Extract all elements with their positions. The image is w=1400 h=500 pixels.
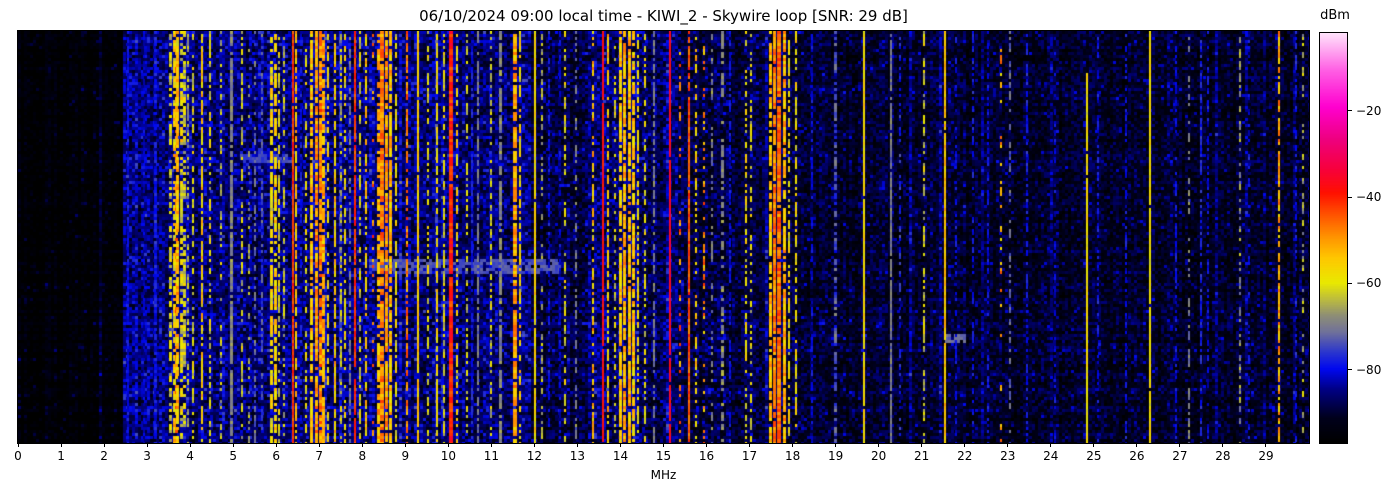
spectrogram-plot-area <box>17 30 1310 444</box>
x-tick-mark <box>1093 443 1095 447</box>
x-tick-label: 22 <box>957 449 973 463</box>
x-tick-label: 2 <box>100 449 108 463</box>
x-tick-label: 21 <box>914 449 930 463</box>
x-tick-mark <box>103 443 105 447</box>
x-tick-mark <box>1050 443 1052 447</box>
x-tick-mark <box>146 443 148 447</box>
x-tick-mark <box>1136 443 1138 447</box>
x-tick-mark <box>964 443 966 447</box>
x-tick-mark <box>835 443 837 447</box>
x-tick-mark <box>576 443 578 447</box>
x-tick-mark <box>792 443 794 447</box>
colorbar-unit-label: dBm <box>1320 8 1350 23</box>
x-tick-label: 28 <box>1215 449 1231 463</box>
x-tick-mark <box>749 443 751 447</box>
x-tick-label: 15 <box>655 449 672 463</box>
x-tick-label: 9 <box>401 449 410 463</box>
x-tick-label: 20 <box>871 449 887 463</box>
x-tick-mark <box>1179 443 1181 447</box>
x-tick-label: 4 <box>186 449 194 463</box>
x-tick-label: 11 <box>483 449 499 463</box>
x-tick-mark <box>663 443 664 447</box>
x-tick-mark <box>361 443 363 447</box>
x-tick-mark <box>533 443 535 447</box>
x-tick-mark <box>60 443 62 447</box>
x-tick-label: 5 <box>229 449 237 463</box>
x-tick-label: 10 <box>440 449 456 463</box>
x-tick-label: 23 <box>1000 449 1016 463</box>
x-tick-label: 3 <box>143 449 151 463</box>
x-tick-label: 18 <box>784 449 801 463</box>
x-tick-label: 13 <box>569 449 586 463</box>
colorbar <box>1319 32 1348 444</box>
x-tick-mark <box>706 443 708 447</box>
colorbar-tick-label: −40 <box>1356 190 1382 204</box>
x-tick-label: 16 <box>698 449 715 463</box>
x-tick-mark <box>232 443 234 447</box>
x-tick-mark <box>275 443 277 447</box>
colorbar-tick-mark <box>1348 196 1352 198</box>
x-tick-label: 1 <box>57 449 65 463</box>
x-tick-mark <box>318 443 320 447</box>
x-tick-label: 17 <box>741 449 758 463</box>
x-tick-label: 25 <box>1086 449 1102 463</box>
x-tick-mark <box>619 443 621 447</box>
x-tick-mark <box>921 443 923 447</box>
x-tick-mark <box>1222 443 1224 447</box>
x-tick-label: 29 <box>1258 449 1274 463</box>
colorbar-gradient <box>1320 33 1347 443</box>
x-tick-mark <box>878 443 880 447</box>
x-tick-label: 19 <box>827 449 844 463</box>
colorbar-tick-label: −80 <box>1356 362 1382 377</box>
x-tick-label: 12 <box>526 449 543 463</box>
x-tick-label: 27 <box>1172 449 1188 463</box>
x-tick-mark <box>490 443 492 447</box>
x-tick-label: 26 <box>1129 449 1145 463</box>
colorbar-tick-mark <box>1348 110 1352 112</box>
x-tick-mark <box>1265 443 1267 447</box>
x-tick-mark <box>1007 443 1009 447</box>
spectrogram-heatmap <box>18 31 1309 443</box>
x-tick-mark <box>189 443 191 447</box>
x-tick-label: 14 <box>612 449 629 463</box>
x-tick-label: 6 <box>272 449 281 463</box>
x-tick-mark <box>447 443 449 447</box>
colorbar-tick-label: −60 <box>1356 276 1382 291</box>
x-tick-label: 0 <box>14 449 22 463</box>
x-tick-label: 24 <box>1043 449 1059 463</box>
colorbar-tick-mark <box>1348 282 1352 284</box>
x-tick-label: 8 <box>358 449 367 463</box>
x-tick-mark <box>404 443 406 447</box>
x-tick-label: 7 <box>315 449 324 463</box>
colorbar-tick-label: −20 <box>1356 103 1382 118</box>
x-axis-label: MHz <box>650 468 677 482</box>
colorbar-tick-mark <box>1348 369 1352 371</box>
x-tick-mark <box>17 443 19 447</box>
plot-title: 06/10/2024 09:00 local time - KIWI_2 - S… <box>419 7 908 25</box>
